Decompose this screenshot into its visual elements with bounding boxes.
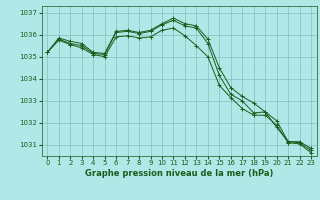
X-axis label: Graphe pression niveau de la mer (hPa): Graphe pression niveau de la mer (hPa) xyxy=(85,169,273,178)
